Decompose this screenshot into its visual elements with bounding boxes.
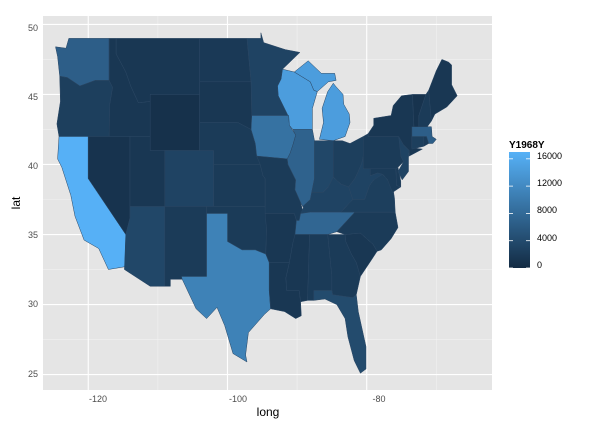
y-tick-label: 30: [28, 299, 38, 309]
color-legend: Y1968Y 16000 12000 8000 4000 0: [509, 140, 562, 270]
state-wyoming: [149, 94, 200, 151]
y-tick-label: 40: [28, 161, 38, 171]
state-michigan: [294, 60, 337, 92]
state-kansas: [213, 164, 266, 207]
legend-colorbar: [509, 152, 530, 268]
state-north-dakota: [199, 38, 252, 83]
state-colorado: [164, 150, 214, 207]
state-pennsylvania: [362, 133, 404, 169]
state-mississippi: [285, 234, 310, 303]
legend-label: 0: [537, 260, 542, 270]
state-michigan: [319, 82, 351, 141]
state-regions: [55, 32, 458, 374]
y-tick-label: 50: [28, 23, 38, 33]
state-texas: [181, 213, 271, 363]
x-axis: -120 -100 -80: [89, 394, 386, 404]
x-tick-label: -120: [89, 394, 107, 404]
y-tick-label: 35: [28, 230, 38, 240]
state-new-mexico: [164, 206, 207, 287]
x-tick-label: -80: [372, 394, 385, 404]
state-florida: [313, 290, 367, 374]
y-axis: 25 30 35 40 45 50: [28, 23, 38, 379]
x-axis-title: long: [257, 405, 280, 419]
legend-label: 16000: [537, 151, 562, 161]
legend-title: Y1968Y: [509, 140, 545, 151]
legend-label: 4000: [537, 233, 557, 243]
y-tick-label: 45: [28, 92, 38, 102]
y-axis-title: lat: [9, 196, 23, 209]
state-maine: [428, 59, 458, 122]
state-massachusetts: [411, 126, 437, 144]
legend-label: 8000: [537, 205, 557, 215]
y-tick-label: 25: [28, 369, 38, 379]
x-tick-label: -100: [229, 394, 247, 404]
legend-label: 12000: [537, 178, 562, 188]
state-oregon: [56, 75, 113, 137]
legend-ticks: [509, 158, 530, 269]
